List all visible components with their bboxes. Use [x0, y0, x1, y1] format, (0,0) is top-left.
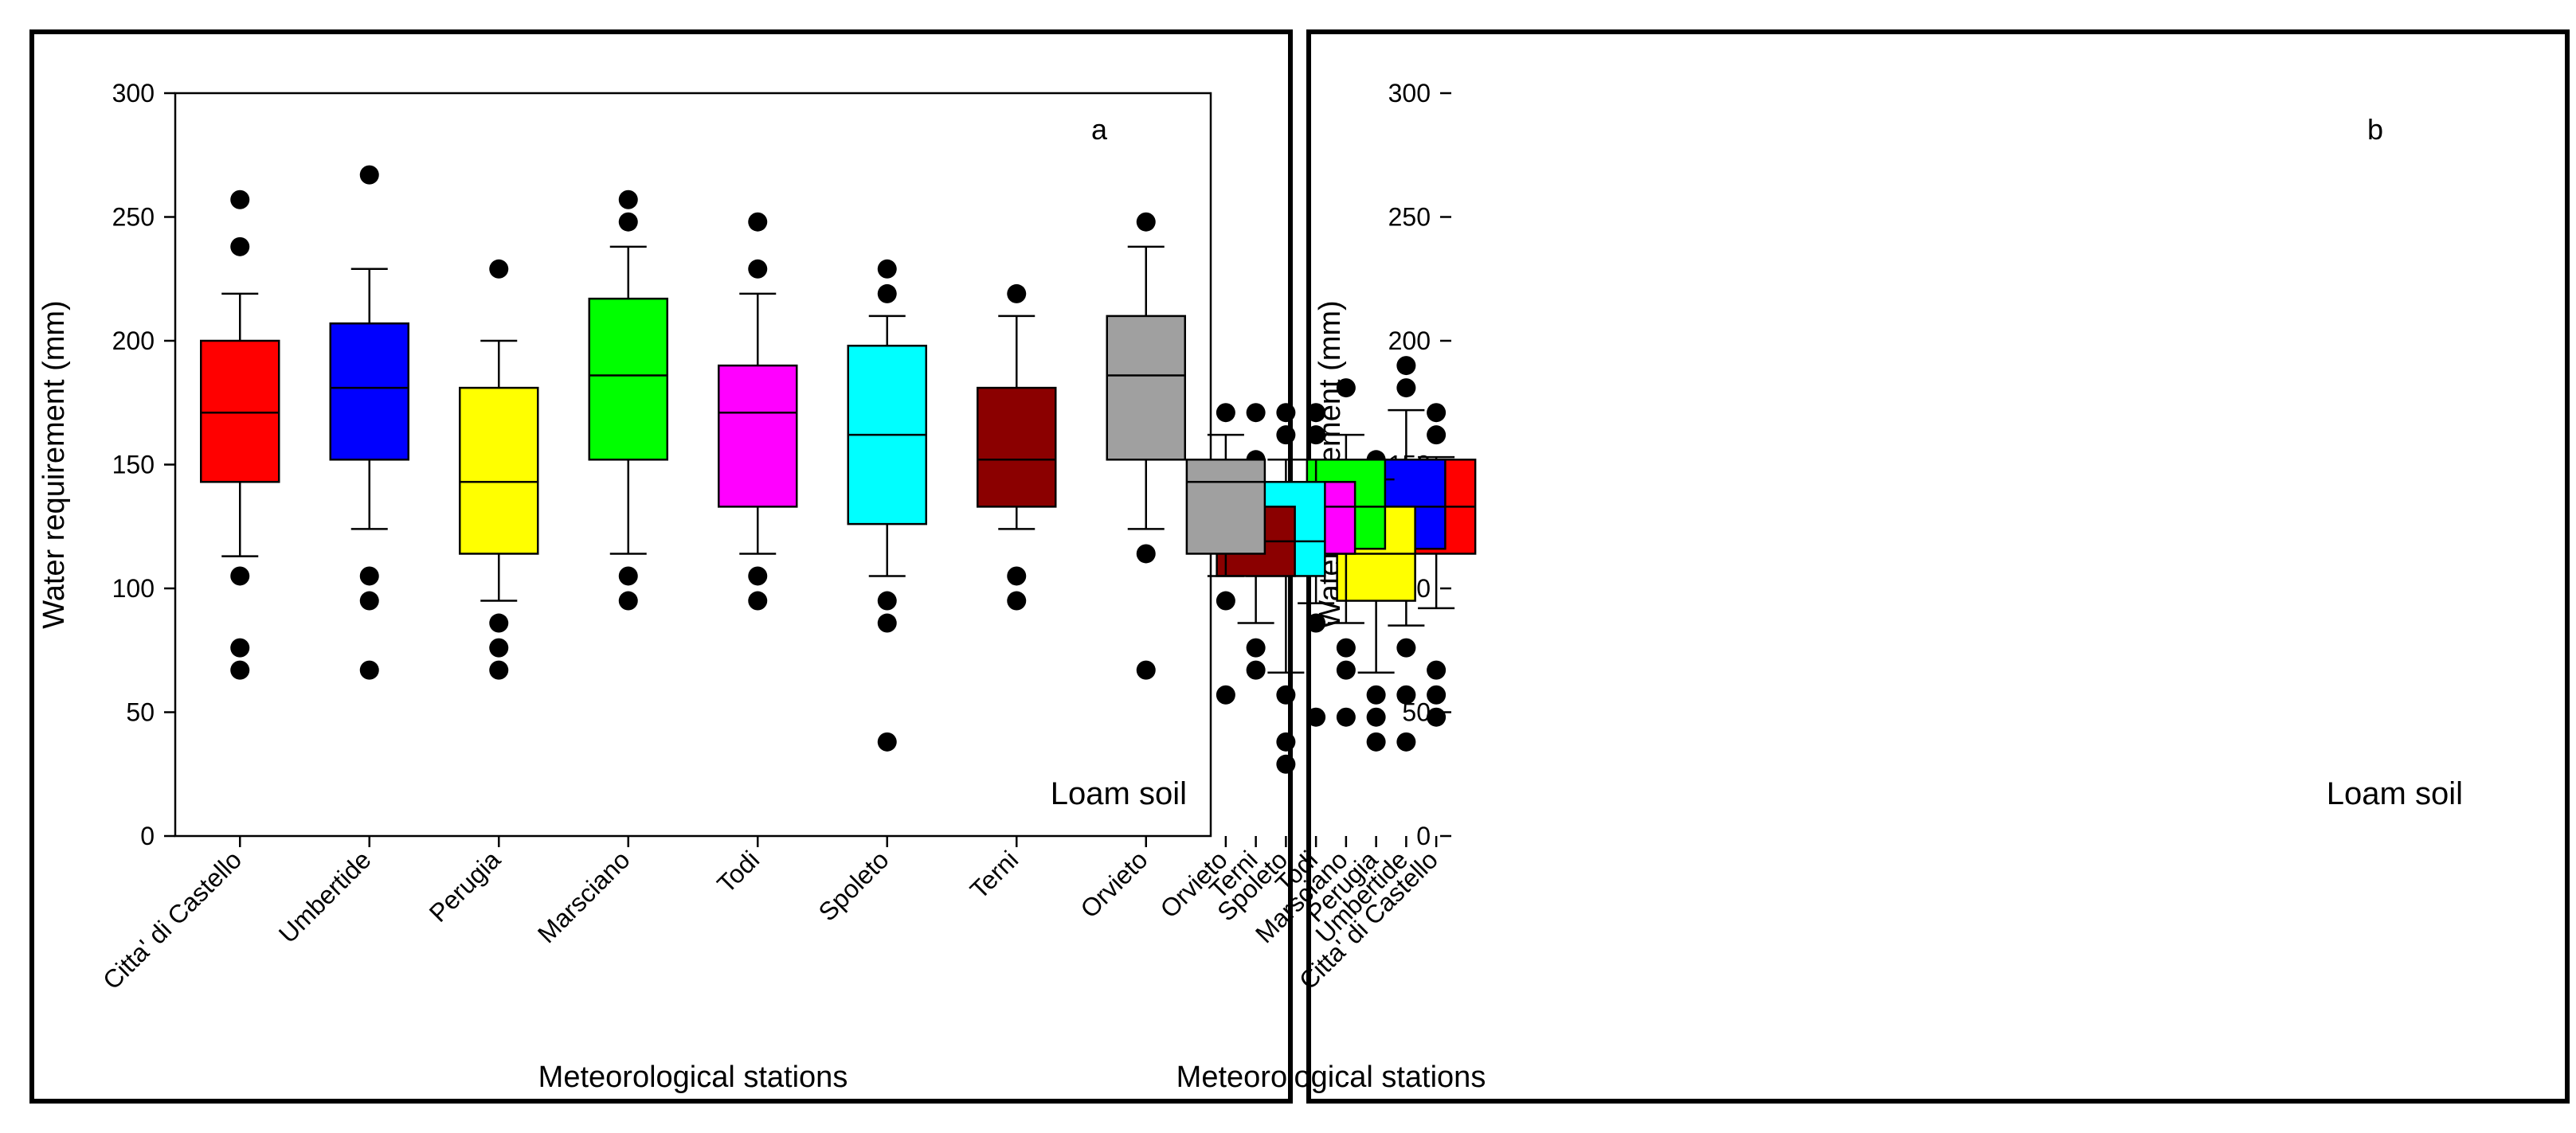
- iqr-box: [200, 339, 280, 483]
- outlier-point: [1276, 425, 1296, 445]
- outlier-point: [1306, 707, 1326, 727]
- soil-annotation: Loam soil: [2327, 776, 2463, 811]
- y-tick-label: 100: [112, 574, 155, 603]
- outlier-point: [1276, 685, 1296, 705]
- outlier-point: [1336, 660, 1356, 680]
- x-axis-label: Meteorological stations: [1176, 1061, 1486, 1094]
- outlier-point: [1366, 685, 1386, 705]
- outlier-point: [618, 566, 638, 586]
- outlier-point: [1246, 638, 1266, 658]
- outlier-point: [1216, 403, 1235, 423]
- outlier-point: [1306, 425, 1326, 445]
- iqr-box: [718, 364, 798, 508]
- outlier-point: [1336, 378, 1356, 398]
- outlier-point: [489, 613, 509, 633]
- y-tick-label: 200: [1388, 326, 1431, 355]
- outlier-point: [359, 660, 379, 680]
- outlier-point: [1336, 707, 1356, 727]
- outlier-point: [1276, 403, 1296, 423]
- y-tick-label: 300: [112, 79, 155, 107]
- outlier-point: [1366, 707, 1386, 727]
- outlier-point: [618, 591, 638, 611]
- outlier-point: [877, 591, 897, 611]
- outlier-point: [1427, 403, 1447, 423]
- outlier-point: [359, 165, 379, 185]
- outlier-point: [1396, 638, 1416, 658]
- outlier-point: [748, 566, 768, 586]
- y-tick-label: 0: [1416, 822, 1431, 850]
- outlier-point: [489, 638, 509, 658]
- outlier-point: [1007, 283, 1027, 303]
- y-tick-label: 0: [140, 822, 155, 850]
- y-tick-label: 300: [1388, 79, 1431, 107]
- iqr-box: [977, 386, 1057, 508]
- outlier-point: [1276, 754, 1296, 774]
- outlier-point: [1007, 591, 1027, 611]
- iqr-box: [329, 322, 409, 461]
- outlier-point: [1427, 707, 1447, 727]
- outlier-point: [230, 236, 250, 256]
- outlier-point: [1306, 613, 1326, 633]
- outlier-point: [748, 259, 768, 279]
- outlier-point: [748, 591, 768, 611]
- outlier-point: [1136, 660, 1156, 680]
- outlier-point: [618, 212, 638, 232]
- outlier-point: [1427, 425, 1447, 445]
- outlier-point: [1216, 685, 1235, 705]
- outlier-point: [1246, 403, 1266, 423]
- y-tick-label: 50: [126, 698, 155, 727]
- outlier-point: [1306, 403, 1326, 423]
- outlier-point: [1396, 356, 1416, 376]
- outlier-point: [877, 613, 897, 633]
- outlier-point: [1136, 212, 1156, 232]
- x-axis-label: Meteorological stations: [538, 1061, 848, 1094]
- y-tick-label: 250: [1388, 203, 1431, 232]
- y-tick-label: 250: [112, 203, 155, 232]
- outlier-point: [230, 638, 250, 658]
- y-tick-label: 150: [112, 451, 155, 479]
- outlier-point: [230, 660, 250, 680]
- outlier-point: [748, 212, 768, 232]
- outlier-point: [1276, 732, 1296, 752]
- outlier-point: [1396, 732, 1416, 752]
- soil-annotation: Loam soil: [1051, 776, 1187, 811]
- outlier-point: [1396, 378, 1416, 398]
- box-terni: Terni: [965, 283, 1057, 904]
- panel-label: b: [2367, 113, 2383, 146]
- outlier-point: [618, 189, 638, 209]
- outlier-point: [359, 591, 379, 611]
- outlier-point: [1427, 660, 1447, 680]
- outlier-point: [1427, 685, 1447, 705]
- outlier-point: [230, 189, 250, 209]
- outlier-point: [1366, 732, 1386, 752]
- iqr-box: [588, 297, 668, 461]
- outlier-point: [877, 259, 897, 279]
- outlier-point: [1216, 591, 1235, 611]
- iqr-box: [1185, 459, 1266, 555]
- iqr-box: [1106, 315, 1186, 461]
- panel-label: a: [1091, 113, 1108, 146]
- y-axis-label: Water requirement (mm): [37, 300, 71, 628]
- outlier-point: [489, 259, 509, 279]
- outlier-point: [1396, 685, 1416, 705]
- outlier-point: [489, 660, 509, 680]
- outlier-point: [1246, 660, 1266, 680]
- outlier-point: [1136, 544, 1156, 564]
- outlier-point: [230, 566, 250, 586]
- outlier-point: [877, 732, 897, 752]
- y-tick-label: 200: [112, 326, 155, 355]
- outlier-point: [877, 283, 897, 303]
- outlier-point: [1336, 638, 1356, 658]
- outlier-point: [1007, 566, 1027, 586]
- iqr-box: [459, 386, 539, 555]
- outlier-point: [359, 566, 379, 586]
